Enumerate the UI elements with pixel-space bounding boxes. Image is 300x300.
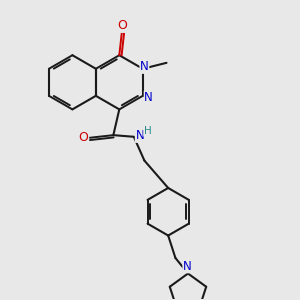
Text: O: O xyxy=(117,19,127,32)
Text: N: N xyxy=(144,91,153,104)
Text: N: N xyxy=(140,60,149,73)
Text: N: N xyxy=(183,260,192,273)
Text: O: O xyxy=(79,131,88,144)
Text: N: N xyxy=(135,129,144,142)
Text: H: H xyxy=(144,126,152,136)
